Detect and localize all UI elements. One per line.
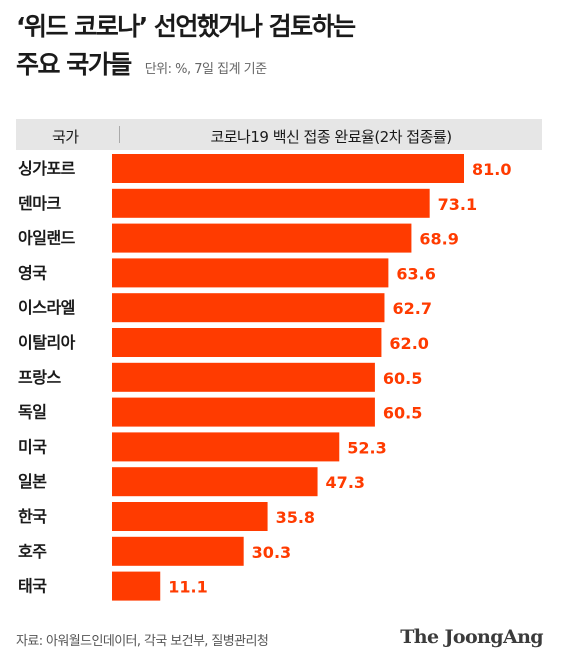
bar-4: [112, 293, 385, 323]
title-line-1: ‘위드 코로나’ 선언했거나 검토하는: [16, 12, 356, 41]
category-label-12: 태국: [18, 577, 47, 596]
publisher-logo: The JoongAng: [400, 626, 543, 648]
value-label-4: 62.7: [392, 299, 431, 318]
value-label-7: 60.5: [383, 404, 422, 423]
header-divider: [119, 126, 120, 143]
category-label-11: 호주: [18, 542, 47, 561]
bar-8: [112, 432, 340, 462]
value-label-3: 63.6: [396, 264, 435, 283]
bar-7: [112, 397, 375, 427]
category-label-0: 싱가포르: [18, 159, 76, 178]
category-label-5: 이탈리아: [18, 333, 76, 352]
bar-9: [112, 467, 318, 497]
category-label-4: 이스라엘: [18, 298, 75, 317]
country-column-header: 국가: [52, 128, 79, 146]
value-label-10: 35.8: [276, 508, 315, 527]
bar-1: [112, 188, 430, 218]
bar-11: [112, 536, 244, 566]
category-label-8: 미국: [18, 437, 47, 456]
title-line-2-row: 주요 국가들 단위: %, 7일 집계 기준: [16, 46, 355, 89]
category-label-10: 한국: [18, 507, 47, 526]
value-label-0: 81.0: [472, 160, 511, 179]
category-label-1: 덴마크: [18, 194, 61, 213]
category-label-7: 독일: [18, 403, 46, 422]
bar-0: [112, 154, 464, 183]
column-header-bar: 국가 코로나19 백신 접종 완료율(2차 접종률): [16, 119, 542, 150]
metric-column-header: 코로나19 백신 접종 완료율(2차 접종률): [210, 128, 452, 146]
bar-6: [112, 362, 375, 392]
unit-subtitle: 단위: %, 7일 집계 기준: [144, 62, 267, 77]
bar-2: [112, 223, 412, 253]
bar-12: [112, 571, 161, 601]
value-label-2: 68.9: [419, 230, 458, 249]
bar-3: [112, 258, 389, 288]
bar-10: [112, 502, 268, 531]
value-label-8: 52.3: [347, 438, 386, 457]
value-label-12: 11.1: [168, 578, 207, 597]
category-label-6: 프랑스: [18, 368, 61, 387]
category-label-9: 일본: [18, 472, 47, 491]
value-label-11: 30.3: [252, 543, 291, 562]
bar-5: [112, 328, 382, 357]
category-label-3: 영국: [18, 263, 47, 282]
value-label-5: 62.0: [389, 334, 428, 353]
chart-title: ‘위드 코로나’ 선언했거나 검토하는 주요 국가들 단위: %, 7일 집계 …: [16, 8, 356, 89]
category-label-2: 아일랜드: [18, 229, 76, 248]
title-line-2: 주요 국가들: [16, 50, 132, 79]
value-label-6: 60.5: [383, 369, 422, 388]
value-label-9: 47.3: [326, 473, 365, 492]
value-label-1: 73.1: [438, 195, 477, 214]
source-note: 자료: 아워월드인데이터, 각국 보건부, 질병관리청: [16, 634, 269, 649]
